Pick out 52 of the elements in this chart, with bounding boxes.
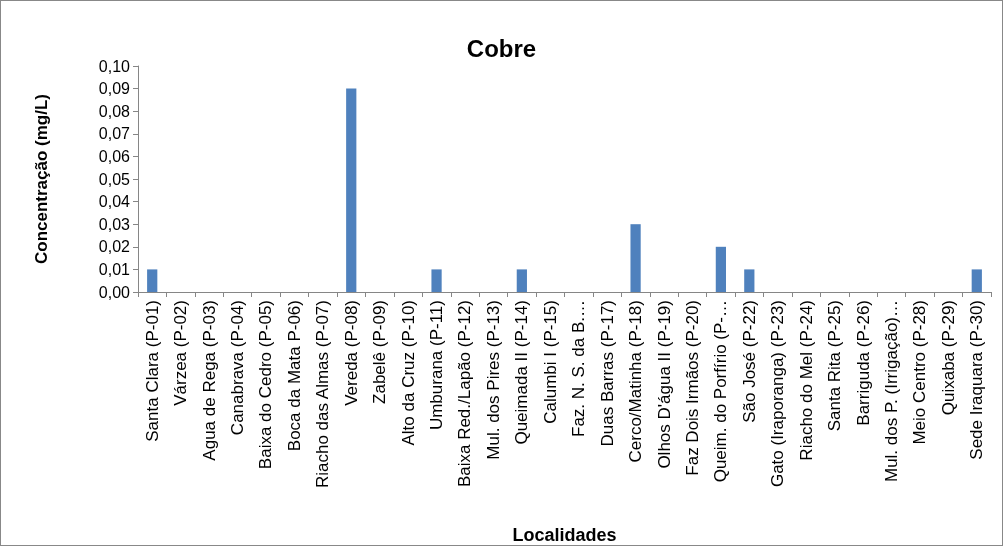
x-tick-label: Riacho do Mel (P-24) — [796, 300, 816, 461]
x-tick-label: Umburana (P-11) — [427, 300, 447, 431]
bar — [147, 269, 158, 292]
x-tick-label: Baixa do Cedro (P-05) — [256, 300, 276, 470]
x-tick-label: Olhos D'água II (P-19) — [654, 300, 674, 469]
chart-title: Cobre — [466, 34, 537, 62]
x-tick-label: Barriguda (P-26) — [853, 300, 873, 426]
x-axis-title: Localidades — [512, 525, 617, 545]
y-tick-label: 0,05 — [98, 170, 131, 188]
bar — [744, 269, 755, 292]
y-tick-label: 0,08 — [98, 102, 131, 120]
x-tick-label: São José (P-22) — [739, 300, 759, 423]
bar — [630, 224, 641, 292]
y-tick-label: 0,06 — [98, 147, 131, 165]
x-tick-label: Sede Iraquara (P-30) — [967, 300, 987, 460]
x-tick-label: Baixa Red./Lapão (P-12) — [455, 300, 475, 488]
x-tick-label: Alto da Cruz (P-10) — [398, 300, 418, 446]
x-tick-label: Calumbi I (P-15) — [540, 300, 560, 424]
x-tick-label: Mul. dos P. (Irrigação)… — [881, 300, 901, 483]
bar — [715, 246, 726, 292]
x-tick-label: Riacho das Almas (P-07) — [313, 300, 333, 489]
x-tick-label: Várzea (P-02) — [171, 300, 191, 406]
x-tick-label: Meio Centro (P-28) — [910, 300, 930, 445]
x-tick-label: Agua de Rega (P-03) — [199, 300, 219, 461]
x-tick-label: Santa Clara (P-01) — [142, 300, 162, 442]
bar — [431, 269, 442, 292]
x-tick-label: Vereda (P-08) — [341, 300, 361, 406]
y-tick-label: 0,10 — [98, 57, 131, 75]
y-tick-label: 0,04 — [98, 193, 131, 211]
y-tick-label: 0,02 — [98, 238, 131, 256]
x-tick-label: Faz Dois Irmãos (P-20) — [682, 300, 702, 476]
x-tick-label: Duas Barras (P-17) — [597, 300, 617, 447]
bar — [346, 88, 357, 292]
x-tick-label: Canabrava (P-04) — [228, 300, 248, 436]
x-tick-label: Cerco/Matinha (P-18) — [626, 300, 646, 463]
x-tick-label: Mul. dos Pires (P-13) — [483, 300, 503, 460]
y-tick-label: 0,09 — [98, 80, 131, 98]
y-tick-label: 0,07 — [98, 125, 131, 143]
x-tick-label: Faz. N. S. da B.… — [569, 300, 589, 437]
x-tick-label: Santa Rita (P-25) — [825, 300, 845, 432]
x-tick-label: Boca da Mata P-06) — [284, 300, 304, 452]
y-tick-label: 0,01 — [98, 260, 131, 278]
bar — [516, 269, 527, 292]
y-tick-label: 0,00 — [98, 283, 131, 301]
x-tick-label: Zabelê (P-09) — [370, 300, 390, 404]
x-tick-label: Quixaba (P-29) — [938, 300, 958, 416]
y-axis-title: Concentração (mg/L) — [32, 93, 51, 265]
y-tick-label: 0,03 — [98, 215, 131, 233]
x-tick-label: Queimada II (P-14) — [512, 300, 532, 445]
x-tick-label: Queim. do Porfírio (P-… — [711, 300, 731, 483]
x-tick-label: Gato (Iraporanga) (P-23) — [768, 300, 788, 488]
bar — [971, 269, 982, 292]
